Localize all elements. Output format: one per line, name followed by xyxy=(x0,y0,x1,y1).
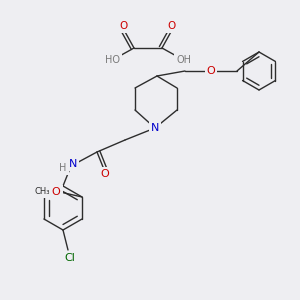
Text: N: N xyxy=(151,123,159,133)
Text: HO: HO xyxy=(104,55,119,65)
Text: O: O xyxy=(100,169,109,179)
Text: OH: OH xyxy=(176,55,191,65)
Text: N: N xyxy=(69,159,77,169)
Text: Cl: Cl xyxy=(64,253,75,263)
Text: H: H xyxy=(59,163,67,173)
Text: O: O xyxy=(168,21,176,31)
Text: CH₃: CH₃ xyxy=(34,188,50,196)
Text: O: O xyxy=(207,66,215,76)
Text: O: O xyxy=(52,187,60,197)
Text: O: O xyxy=(120,21,128,31)
